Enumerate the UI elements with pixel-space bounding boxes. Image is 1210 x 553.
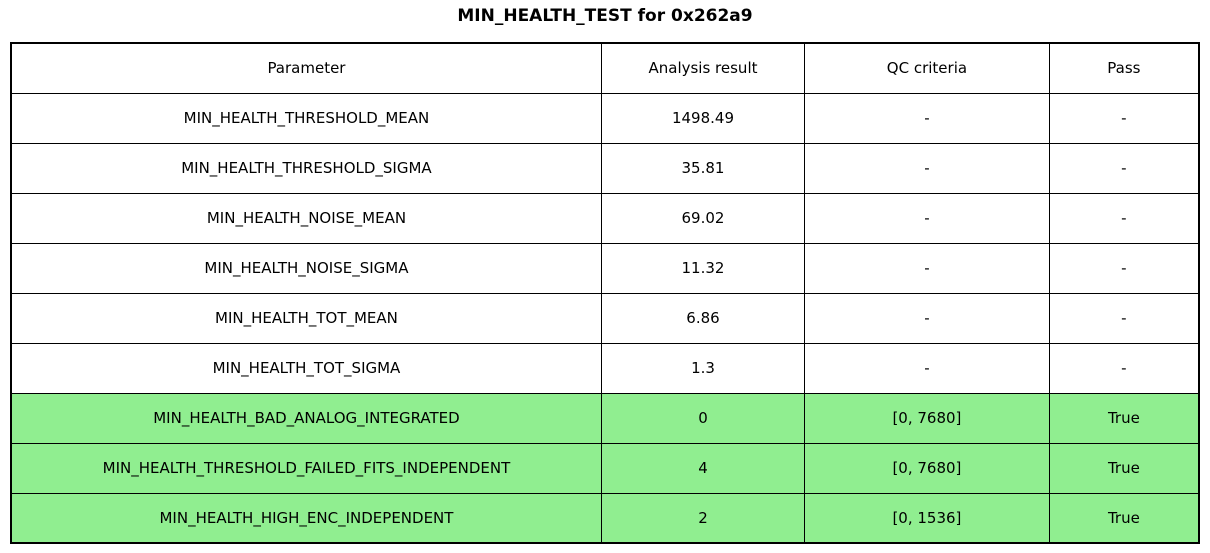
cell-analysis-result: 69.02 — [600, 192, 806, 244]
table-header-row: Parameter Analysis result QC criteria Pa… — [10, 42, 1200, 94]
table-row: MIN_HEALTH_NOISE_MEAN 69.02 - - — [10, 192, 1200, 244]
table-row-passed: MIN_HEALTH_HIGH_ENC_INDEPENDENT 2 [0, 15… — [10, 492, 1200, 544]
cell-pass: True — [1048, 392, 1200, 444]
cell-qc-criteria: - — [804, 192, 1050, 244]
cell-parameter: MIN_HEALTH_BAD_ANALOG_INTEGRATED — [10, 392, 602, 444]
cell-pass: - — [1048, 242, 1200, 294]
table-row: MIN_HEALTH_TOT_MEAN 6.86 - - — [10, 292, 1200, 344]
cell-analysis-result: 35.81 — [600, 142, 806, 194]
table-row: MIN_HEALTH_TOT_SIGMA 1.3 - - — [10, 342, 1200, 394]
table-row: MIN_HEALTH_THRESHOLD_MEAN 1498.49 - - — [10, 92, 1200, 144]
cell-qc-criteria: [0, 7680] — [804, 442, 1050, 494]
cell-pass: - — [1048, 142, 1200, 194]
cell-parameter: MIN_HEALTH_TOT_SIGMA — [10, 342, 602, 394]
cell-pass: - — [1048, 292, 1200, 344]
table-row-passed: MIN_HEALTH_BAD_ANALOG_INTEGRATED 0 [0, 7… — [10, 392, 1200, 444]
cell-analysis-result: 6.86 — [600, 292, 806, 344]
cell-parameter: MIN_HEALTH_THRESHOLD_MEAN — [10, 92, 602, 144]
cell-parameter: MIN_HEALTH_TOT_MEAN — [10, 292, 602, 344]
cell-parameter: MIN_HEALTH_HIGH_ENC_INDEPENDENT — [10, 492, 602, 544]
cell-parameter: MIN_HEALTH_THRESHOLD_FAILED_FITS_INDEPEN… — [10, 442, 602, 494]
column-header-qc-criteria: QC criteria — [804, 42, 1050, 94]
table-row-passed: MIN_HEALTH_THRESHOLD_FAILED_FITS_INDEPEN… — [10, 442, 1200, 494]
cell-analysis-result: 2 — [600, 492, 806, 544]
qc-results-table: Parameter Analysis result QC criteria Pa… — [10, 42, 1200, 544]
table-row: MIN_HEALTH_NOISE_SIGMA 11.32 - - — [10, 242, 1200, 294]
cell-qc-criteria: [0, 7680] — [804, 392, 1050, 444]
cell-pass: - — [1048, 342, 1200, 394]
cell-qc-criteria: [0, 1536] — [804, 492, 1050, 544]
cell-parameter: MIN_HEALTH_NOISE_MEAN — [10, 192, 602, 244]
cell-qc-criteria: - — [804, 92, 1050, 144]
column-header-parameter: Parameter — [10, 42, 602, 94]
cell-parameter: MIN_HEALTH_THRESHOLD_SIGMA — [10, 142, 602, 194]
cell-analysis-result: 4 — [600, 442, 806, 494]
cell-pass: - — [1048, 92, 1200, 144]
column-header-analysis-result: Analysis result — [600, 42, 806, 94]
cell-analysis-result: 1.3 — [600, 342, 806, 394]
table-row: MIN_HEALTH_THRESHOLD_SIGMA 35.81 - - — [10, 142, 1200, 194]
cell-qc-criteria: - — [804, 292, 1050, 344]
cell-analysis-result: 1498.49 — [600, 92, 806, 144]
cell-pass: True — [1048, 442, 1200, 494]
cell-pass: - — [1048, 192, 1200, 244]
page-title: MIN_HEALTH_TEST for 0x262a9 — [457, 6, 753, 26]
cell-analysis-result: 0 — [600, 392, 806, 444]
cell-qc-criteria: - — [804, 342, 1050, 394]
cell-qc-criteria: - — [804, 242, 1050, 294]
cell-analysis-result: 11.32 — [600, 242, 806, 294]
cell-parameter: MIN_HEALTH_NOISE_SIGMA — [10, 242, 602, 294]
cell-qc-criteria: - — [804, 142, 1050, 194]
cell-pass: True — [1048, 492, 1200, 544]
column-header-pass: Pass — [1048, 42, 1200, 94]
